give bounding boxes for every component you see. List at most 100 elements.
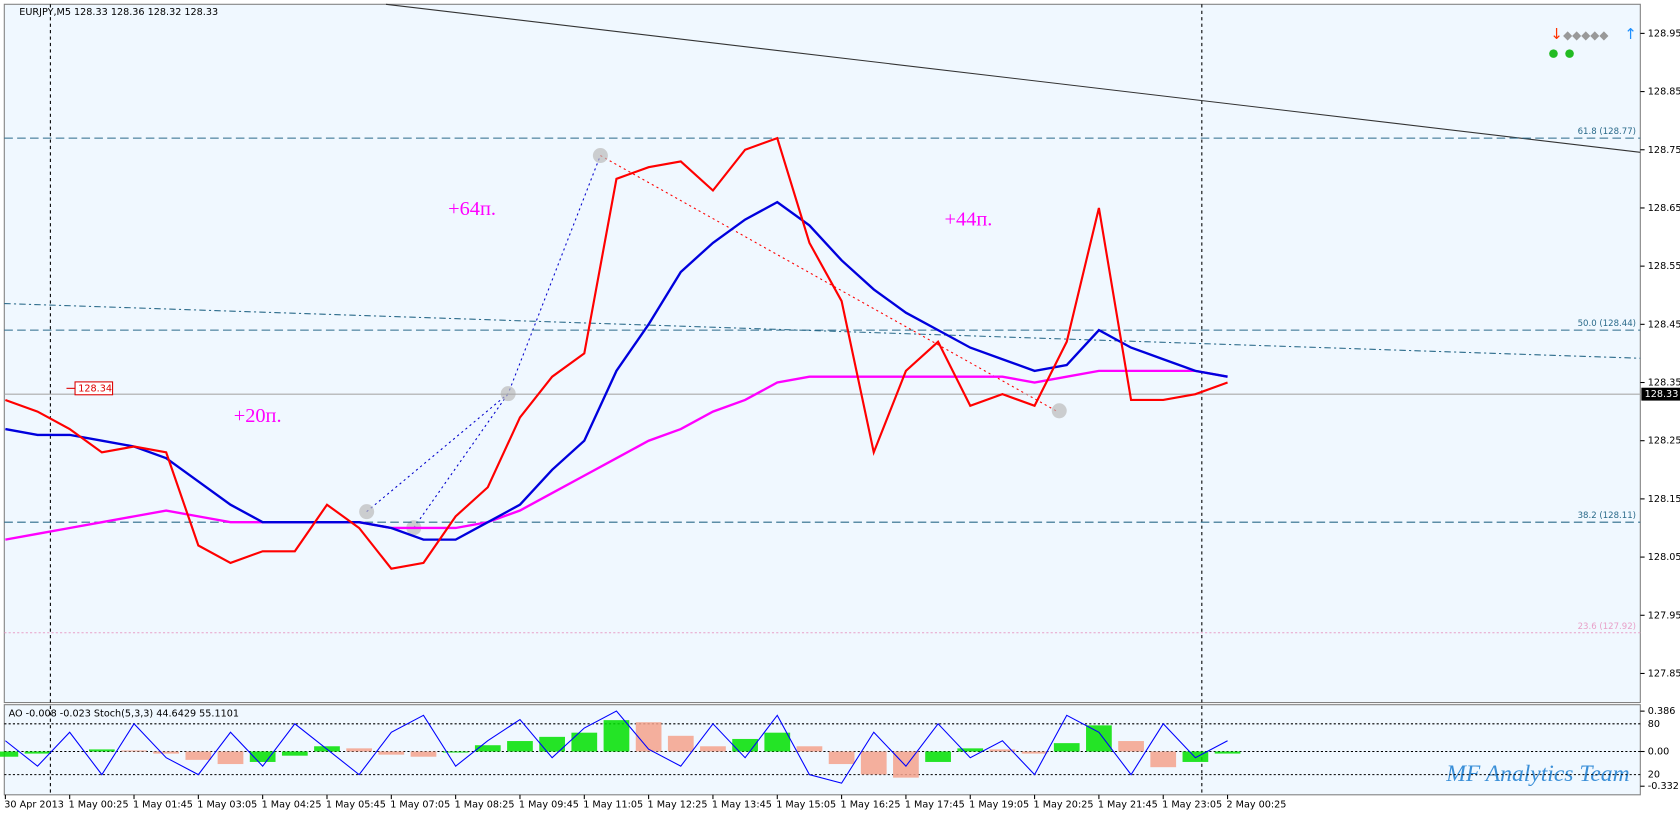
ao-bar xyxy=(1021,751,1048,754)
main-panel xyxy=(3,3,1641,704)
channel-line xyxy=(4,303,1641,359)
y-tick-label: 128.05 xyxy=(1648,552,1680,563)
ao-bar xyxy=(153,751,180,754)
x-tick-label: 1 May 21:45 xyxy=(1098,799,1158,810)
annotation: +64п. xyxy=(448,198,496,220)
zigzag-line xyxy=(600,155,1057,412)
x-tick-label: 1 May 12:25 xyxy=(648,799,708,810)
price-box xyxy=(1641,387,1680,401)
stoch-tick-label: 80 xyxy=(1648,719,1660,730)
x-tick-label: 1 May 15:05 xyxy=(776,799,836,810)
ao-bar xyxy=(24,751,51,754)
price-tag-label: 128.34 xyxy=(78,383,112,394)
x-tick-label: 1 May 20:25 xyxy=(1034,799,1094,810)
x-tick-label: 1 May 08:25 xyxy=(455,799,515,810)
signal-dot xyxy=(359,504,375,520)
ao-bar xyxy=(700,746,726,752)
ao-tick-label: -0.332 xyxy=(1648,781,1679,792)
annotation: +44п. xyxy=(945,209,993,231)
ao-bar xyxy=(1053,743,1080,752)
y-tick-label: 128.65 xyxy=(1648,203,1680,214)
ao-bar xyxy=(796,746,823,752)
x-tick-label: 1 May 09:45 xyxy=(519,799,579,810)
ao-bar xyxy=(410,751,437,757)
x-tick-label: 1 May 19:05 xyxy=(969,799,1029,810)
watermark: MF Analytics Team xyxy=(1445,761,1629,787)
status-dot xyxy=(1549,49,1558,58)
y-tick-label: 128.85 xyxy=(1648,87,1680,98)
x-tick-label: 1 May 03:05 xyxy=(197,799,257,810)
ao-bar xyxy=(378,751,405,755)
ao-bar xyxy=(442,751,469,753)
ao-bar xyxy=(1150,751,1177,768)
y-tick-label: 128.55 xyxy=(1648,261,1680,272)
ao-bar xyxy=(88,749,115,752)
price-tag-box xyxy=(74,381,114,396)
ao-bar xyxy=(185,751,212,760)
x-tick-label: 1 May 04:25 xyxy=(262,799,322,810)
x-tick-label: 1 May 13:45 xyxy=(712,799,772,810)
ao-bar xyxy=(281,751,308,756)
ao-bar xyxy=(249,751,276,762)
ao-bar xyxy=(1118,741,1144,752)
arrow-icon: ↑ xyxy=(1624,25,1637,43)
chart-header: EURJPY,M5 128.33 128.36 128.32 128.33 xyxy=(19,7,218,18)
status-dot xyxy=(1565,49,1574,58)
ao-bar xyxy=(635,722,662,752)
y-tick-label: 127.85 xyxy=(1648,668,1680,679)
ao-bar xyxy=(0,751,19,757)
ao-bar xyxy=(957,748,984,752)
ao-bar xyxy=(217,751,244,765)
stoch-tick-label: 20 xyxy=(1648,770,1660,781)
x-tick-label: 1 May 07:05 xyxy=(390,799,450,810)
signal-dot xyxy=(592,148,608,164)
x-tick-label: 30 Apr 2013 xyxy=(4,799,64,810)
y-tick-label: 127.95 xyxy=(1648,610,1680,621)
ao-bar xyxy=(925,751,951,762)
ao-bar xyxy=(507,741,533,752)
signal-dot xyxy=(1051,403,1067,419)
ao-bar xyxy=(1182,751,1209,762)
trend-line xyxy=(385,3,1641,153)
price-label: 128.33 xyxy=(1645,389,1679,400)
ao-bar xyxy=(121,750,147,752)
ao-bar xyxy=(667,735,694,752)
x-tick-label: 2 May 00:25 xyxy=(1226,799,1286,810)
ma-line xyxy=(4,136,1228,570)
x-tick-label: 1 May 16:25 xyxy=(841,799,901,810)
ma-line xyxy=(5,369,1228,541)
ao-bar xyxy=(474,745,501,752)
y-tick-label: 128.35 xyxy=(1648,378,1680,389)
diamond-icons: ◆◆◆◆◆ xyxy=(1563,28,1609,42)
x-tick-label: 1 May 00:25 xyxy=(69,799,129,810)
x-tick-label: 1 May 23:05 xyxy=(1162,799,1222,810)
fib-label: 23.6 (127.92) xyxy=(1578,622,1636,632)
x-tick-label: 1 May 05:45 xyxy=(326,799,386,810)
y-tick-label: 128.75 xyxy=(1648,145,1680,156)
indicator-header: AO -0.008 -0.023 Stoch(5,3,3) 44.6429 55… xyxy=(9,708,239,719)
y-tick-label: 128.45 xyxy=(1648,319,1680,330)
y-tick-label: 128.15 xyxy=(1648,494,1680,505)
ma-line xyxy=(5,200,1228,541)
ao-bar xyxy=(539,736,565,752)
x-tick-label: 1 May 11:05 xyxy=(583,799,643,810)
y-tick-label: 128.25 xyxy=(1648,436,1680,447)
fib-label: 50.0 (128.44) xyxy=(1578,319,1636,329)
ao-bar xyxy=(860,751,887,775)
ao-tick-label: 0.00 xyxy=(1648,746,1669,757)
fib-label: 61.8 (128.77) xyxy=(1578,127,1636,137)
stoch-line xyxy=(5,710,1228,784)
arrow-icon: ↓ xyxy=(1550,25,1563,43)
ao-bar xyxy=(764,732,791,752)
ao-bar xyxy=(346,748,373,752)
annotation: +20п. xyxy=(234,405,282,427)
x-tick-label: 1 May 01:45 xyxy=(133,799,193,810)
ao-bar xyxy=(1086,725,1112,752)
x-tick-label: 1 May 17:45 xyxy=(905,799,965,810)
ao-bar xyxy=(893,751,919,778)
ao-bar xyxy=(1214,751,1241,754)
ao-tick-label: 0.386 xyxy=(1648,706,1676,717)
ao-bar xyxy=(603,720,630,752)
